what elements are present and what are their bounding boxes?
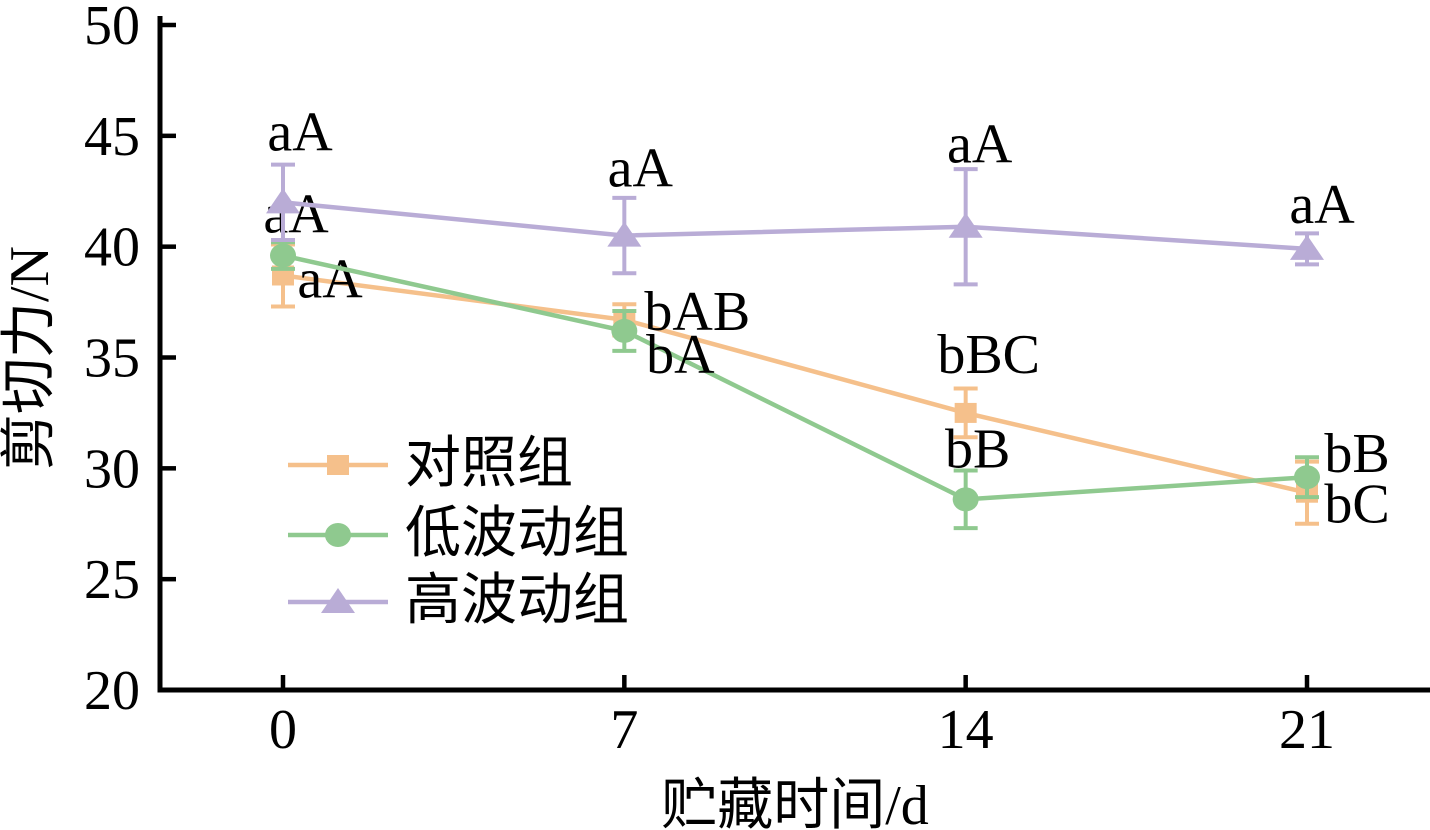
marker-triangle (607, 221, 642, 247)
marker-triangle (948, 212, 983, 238)
significance-label: bB (1324, 423, 1389, 485)
significance-label: bAB (644, 281, 750, 343)
x-tick-label: 0 (269, 699, 297, 761)
significance-label: aA (947, 114, 1013, 176)
y-tick-label: 25 (84, 549, 140, 611)
marker-circle (1293, 465, 1320, 490)
x-tick-label: 14 (938, 699, 994, 761)
marker-circle (325, 523, 351, 547)
series-line (282, 200, 1308, 252)
marker-square (954, 402, 977, 423)
significance-label: aA (263, 184, 329, 246)
x-tick-label: 7 (610, 699, 638, 761)
y-tick-label: 20 (84, 660, 140, 722)
legend-item: 低波动组 (288, 503, 629, 565)
y-tick-label: 30 (84, 438, 140, 500)
marker-circle (270, 243, 296, 268)
significance-label: aA (1289, 174, 1355, 236)
series-triangle: aA aA aA aA (266, 101, 1355, 287)
significance-label: aA (297, 248, 363, 310)
significance-label: bBC (937, 324, 1040, 386)
marker-circle (611, 318, 638, 343)
axes: 20 25 30 35 40 45 50 0 7 14 21 (84, 0, 1430, 761)
significance-label: aA (608, 138, 674, 200)
series-circle: aA bA bB bB (263, 184, 1390, 531)
y-tick-label: 35 (84, 327, 140, 389)
legend-item: 高波动组 (288, 570, 629, 632)
marker-triangle (1289, 234, 1324, 260)
legend-label: 低波动组 (405, 503, 629, 565)
x-tick-label: 21 (1279, 699, 1335, 761)
legend-label: 对照组 (405, 433, 573, 495)
y-tick-label: 45 (84, 106, 140, 168)
significance-label: bA (646, 324, 715, 386)
y-tick-label: 50 (84, 0, 140, 57)
y-tick-label: 40 (84, 217, 140, 279)
legend-label: 高波动组 (405, 570, 629, 632)
marker-square (327, 455, 349, 475)
x-axis-title: 贮藏时间/d (661, 775, 929, 830)
series-square: aA bAB bBC bC (271, 242, 1390, 536)
series-line (282, 253, 1308, 502)
legend-item: 对照组 (288, 433, 573, 495)
marker-triangle (321, 588, 355, 613)
significance-label: bB (945, 418, 1010, 480)
significance-label: bC (1324, 474, 1389, 536)
y-axis-title: 剪切力/N (0, 246, 61, 470)
marker-circle (952, 487, 979, 512)
series-line (282, 273, 1308, 495)
marker-triangle (266, 188, 300, 214)
significance-label: aA (267, 101, 333, 163)
